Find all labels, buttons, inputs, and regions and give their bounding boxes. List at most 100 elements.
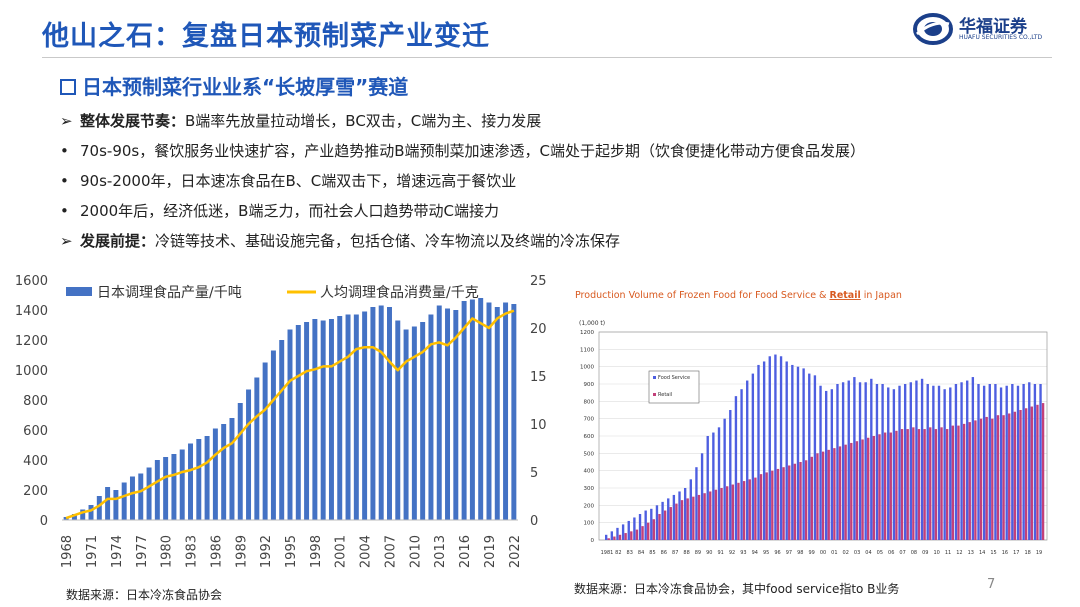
bar-production <box>288 330 293 521</box>
x-tick-label: 1989 <box>234 535 249 568</box>
bullet-item: • 90s-2000年，日本速冻食品在B、C端双击下，增速远高于餐饮业 <box>60 166 865 196</box>
x-tick-label: 1995 <box>284 535 299 568</box>
x-tick-label: 1998 <box>309 535 324 568</box>
dot-bullet-icon: • <box>60 136 80 166</box>
y-left-tick-label: 400 <box>23 454 48 469</box>
bar-retail <box>844 445 846 540</box>
bar-retail <box>681 500 683 540</box>
x-tick-label: 1968 <box>60 535 75 568</box>
bar-retail <box>771 471 773 540</box>
bar-retail <box>754 478 756 540</box>
bar-food-service <box>628 521 630 540</box>
chart2-x-tick-label: 90 <box>706 550 712 556</box>
bar-food-service <box>887 387 889 540</box>
bar-food-service <box>639 514 641 540</box>
bar-food-service <box>1006 386 1008 540</box>
bar-retail <box>940 427 942 540</box>
bar-production <box>354 315 359 521</box>
bar-food-service <box>1000 387 1002 540</box>
bar-food-service <box>848 381 850 540</box>
y-left-tick-label: 1600 <box>15 274 48 289</box>
bar-food-service <box>915 381 917 540</box>
bar-production <box>478 298 483 520</box>
bar-food-service <box>955 384 957 540</box>
bar-food-service <box>757 365 759 540</box>
bar-retail <box>1002 415 1004 540</box>
bar-retail <box>1019 410 1021 540</box>
bar-food-service <box>921 379 923 540</box>
bar-retail <box>760 474 762 540</box>
company-logo: 华福证券 HUAFU SECURITIES CO.,LTD <box>913 12 1053 48</box>
bar-food-service <box>893 389 895 540</box>
bar-production <box>495 307 500 520</box>
bar-retail <box>912 427 914 540</box>
chart2-x-tick-label: 84 <box>638 550 644 556</box>
bar-food-service <box>695 467 697 540</box>
chart2-x-tick-label: 15 <box>990 550 996 556</box>
bar-food-service <box>927 384 929 540</box>
bar-retail <box>720 488 722 540</box>
x-tick-label: 2022 <box>508 535 523 568</box>
bar-production <box>205 436 210 520</box>
bar-production <box>155 460 160 520</box>
chart2-x-tick-label: 07 <box>899 550 905 556</box>
bar-retail <box>630 531 632 540</box>
bar-food-service <box>1028 382 1030 540</box>
y-right-tick-label: 25 <box>530 274 547 289</box>
bar-food-service <box>786 361 788 540</box>
bar-retail <box>692 497 694 540</box>
bar-production <box>196 439 201 520</box>
bar-food-service <box>740 389 742 540</box>
bar-production <box>180 450 185 521</box>
bar-food-service <box>673 495 675 540</box>
bar-food-service <box>678 491 680 540</box>
bar-food-service <box>831 389 833 540</box>
bar-food-service <box>870 379 872 540</box>
bar-retail <box>613 537 615 540</box>
chart2-y-tick-label: 700 <box>584 417 595 423</box>
legend-label-production: 日本调理食品产量/千吨 <box>97 284 242 301</box>
bar-retail <box>743 481 745 540</box>
bar-retail <box>901 429 903 540</box>
bar-retail <box>641 526 643 540</box>
bar-retail <box>963 424 965 540</box>
bullet-item: ➢ 发展前提：冷链等技术、基础设施完备，包括仓储、冷车物流以及终端的冷冻保存 <box>60 226 865 256</box>
bar-retail <box>703 493 705 540</box>
bar-retail <box>839 446 841 540</box>
bar-production <box>229 418 234 520</box>
bar-production <box>147 468 152 521</box>
arrow-bullet-icon: ➢ <box>60 106 80 136</box>
bar-retail <box>709 491 711 540</box>
bar-food-service <box>797 367 799 540</box>
bar-retail <box>805 460 807 540</box>
bar-production <box>254 378 259 521</box>
bar-retail <box>884 433 886 540</box>
bar-food-service <box>1011 384 1013 540</box>
chart2-x-tick-label: 86 <box>661 550 667 556</box>
y-left-tick-label: 200 <box>23 484 48 499</box>
legend-swatch-food-service <box>653 376 656 379</box>
bar-retail <box>828 450 830 540</box>
bar-production <box>404 330 409 521</box>
bar-retail <box>997 415 999 540</box>
y-right-tick-label: 10 <box>530 418 547 433</box>
bar-food-service <box>661 502 663 540</box>
bar-food-service <box>983 386 985 540</box>
bar-food-service <box>802 368 804 540</box>
bar-food-service <box>904 384 906 540</box>
bar-retail <box>799 462 801 540</box>
bar-food-service <box>972 377 974 540</box>
chart2-title-part1: Production Volume of Frozen Food for Foo… <box>575 290 830 301</box>
bar-food-service <box>622 524 624 540</box>
chart2-x-tick-label: 12 <box>956 550 962 556</box>
chart2-x-tick-label: 04 <box>865 550 871 556</box>
chart2-title-part2: in Japan <box>861 290 902 301</box>
bullet-text: 90s-2000年，日本速冻食品在B、C端双击下，增速远高于餐饮业 <box>80 172 516 190</box>
chart2-x-tick-label: 06 <box>888 550 894 556</box>
bar-retail <box>861 439 863 540</box>
bar-production <box>279 340 284 520</box>
chart2-y-tick-label: 300 <box>584 486 595 492</box>
bar-production <box>395 321 400 521</box>
chart2-x-tick-label: 09 <box>922 550 928 556</box>
chart2-x-tick-label: 1981 <box>601 550 614 556</box>
